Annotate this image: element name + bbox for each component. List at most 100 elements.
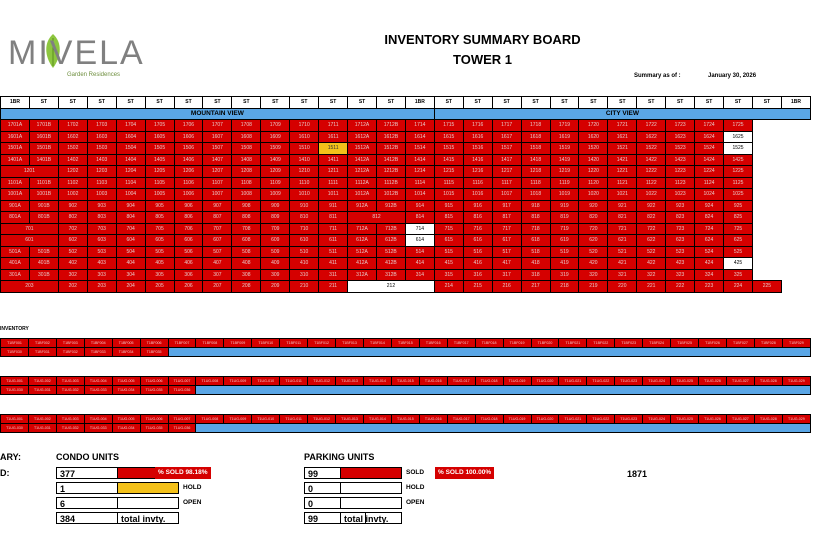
unit-cell[interactable]: 325 [723,268,753,281]
unit-cell[interactable]: 1624 [694,130,725,143]
unit-cell[interactable]: 1112A [347,176,377,189]
unit-cell[interactable]: 722 [636,222,667,235]
parking-slot[interactable]: T1UG-034 [111,423,141,433]
unit-cell[interactable]: 310 [289,268,320,281]
unit-cell[interactable]: 1211 [318,165,349,178]
parking-slot[interactable]: T1UG-019 [502,376,532,386]
unit-cell[interactable]: 321 [607,268,638,281]
unit-cell[interactable]: 905 [144,199,175,212]
unit-cell[interactable]: 1606 [173,130,204,143]
unit-cell[interactable]: 1623 [665,130,696,143]
unit-cell[interactable]: 407 [202,257,233,270]
unit-cell[interactable]: 221 [636,280,667,293]
parking-slot[interactable]: T1BF016 [418,338,448,348]
unit-cell[interactable]: 515 [433,245,464,258]
unit-cell[interactable]: 1219 [549,165,580,178]
parking-slot[interactable]: T1UG-005 [111,414,141,424]
unit-cell[interactable]: 907 [202,199,233,212]
unit-cell[interactable]: 409 [260,257,291,270]
unit-cell[interactable]: 1619 [549,130,580,143]
parking-slot[interactable]: T1UG-004 [83,414,113,424]
unit-cell[interactable]: 1105 [144,176,175,189]
unit-cell[interactable]: 303 [86,268,117,281]
parking-slot[interactable]: T1UG-001 [0,376,29,386]
unit-cell[interactable]: 1517 [491,142,522,155]
unit-cell[interactable]: 823 [665,211,696,224]
unit-cell[interactable]: 708 [231,222,262,235]
unit-cell[interactable]: 215 [462,280,493,293]
parking-slot[interactable]: T1BF023 [614,338,644,348]
unit-cell[interactable]: 425 [723,257,753,270]
unit-cell[interactable]: 1419 [549,153,580,166]
parking-slot[interactable]: T1UG-012 [307,376,337,386]
parking-slot[interactable]: T1UG-024 [642,414,672,424]
unit-cell[interactable]: 207 [202,280,233,293]
parking-slot[interactable]: T1BF022 [586,338,616,348]
unit-cell[interactable]: 1403 [86,153,117,166]
unit-cell[interactable]: 1406 [173,153,204,166]
parking-slot[interactable]: T1UG-027 [725,414,755,424]
unit-cell[interactable]: 721 [607,222,638,235]
unit-cell[interactable]: 1409 [260,153,291,166]
unit-cell[interactable]: 1610 [289,130,320,143]
unit-cell[interactable]: 611 [318,234,349,247]
parking-slot[interactable]: T1UG-020 [530,414,560,424]
parking-slot[interactable]: T1BF030 [0,347,29,357]
unit-cell[interactable]: 1225 [723,165,753,178]
parking-slot[interactable]: T1BF003 [55,338,85,348]
unit-cell[interactable]: 1605 [144,130,175,143]
parking-slot[interactable]: T1UG-008 [195,414,225,424]
unit-cell[interactable]: 610 [289,234,320,247]
parking-slot[interactable]: T1UG-021 [558,414,588,424]
unit-cell[interactable]: 514 [404,245,435,258]
parking-slot[interactable]: T1UG-033 [83,385,113,395]
parking-slot[interactable]: T1UG-022 [586,414,616,424]
unit-cell[interactable]: 624 [694,234,725,247]
parking-slot[interactable]: T1UG-023 [614,414,644,424]
unit-cell[interactable]: 609 [260,234,291,247]
parking-slot[interactable]: T1BF017 [446,338,476,348]
parking-slot[interactable]: T1UG-025 [670,414,700,424]
unit-cell[interactable]: 924 [694,199,725,212]
unit-cell[interactable]: 1223 [665,165,696,178]
unit-cell[interactable]: 406 [173,257,204,270]
parking-slot[interactable]: T1UG-018 [474,414,504,424]
unit-cell[interactable]: 1412A [347,153,377,166]
parking-slot[interactable]: T1UG-006 [139,414,169,424]
unit-cell[interactable]: 1615 [433,130,464,143]
unit-cell[interactable]: 1719 [549,119,580,132]
parking-slot[interactable]: T1UG-003 [55,414,85,424]
unit-cell[interactable]: 1721 [607,119,638,132]
unit-cell[interactable]: 504 [115,245,146,258]
unit-cell[interactable]: 1224 [694,165,725,178]
unit-cell[interactable]: 908 [231,199,262,212]
parking-slot[interactable]: T1UG-014 [362,414,392,424]
parking-slot[interactable]: T1UG-012 [307,414,337,424]
unit-cell[interactable]: 622 [636,234,667,247]
parking-slot[interactable]: T1UG-033 [83,423,113,433]
parking-slot[interactable]: T1UG-021 [558,376,588,386]
parking-slot[interactable]: T1UG-008 [195,376,225,386]
unit-cell[interactable]: 814 [404,211,435,224]
unit-cell[interactable]: 301B [28,268,59,281]
parking-slot[interactable]: T1UG-006 [139,376,169,386]
unit-cell[interactable]: 418 [520,257,551,270]
unit-cell[interactable]: 819 [549,211,580,224]
unit-cell[interactable]: 417 [491,257,522,270]
unit-cell[interactable]: 1711 [318,119,349,132]
parking-slot[interactable]: T1BF006 [139,338,169,348]
unit-cell[interactable]: 1110 [289,176,320,189]
parking-slot[interactable]: T1UG-023 [614,376,644,386]
unit-cell[interactable]: 1207 [202,165,233,178]
unit-cell[interactable]: 1215 [433,165,464,178]
unit-cell[interactable]: 1506 [173,142,204,155]
unit-cell[interactable]: 1121 [607,176,638,189]
unit-cell[interactable]: 203 [0,280,59,293]
unit-cell[interactable]: 606 [173,234,204,247]
unit-cell[interactable]: 711 [318,222,349,235]
unit-cell[interactable]: 1712B [375,119,406,132]
unit-cell[interactable]: 309 [260,268,291,281]
unit-cell[interactable]: 324 [694,268,725,281]
unit-cell[interactable]: 1609 [260,130,291,143]
parking-slot[interactable]: T1BF013 [335,338,364,348]
